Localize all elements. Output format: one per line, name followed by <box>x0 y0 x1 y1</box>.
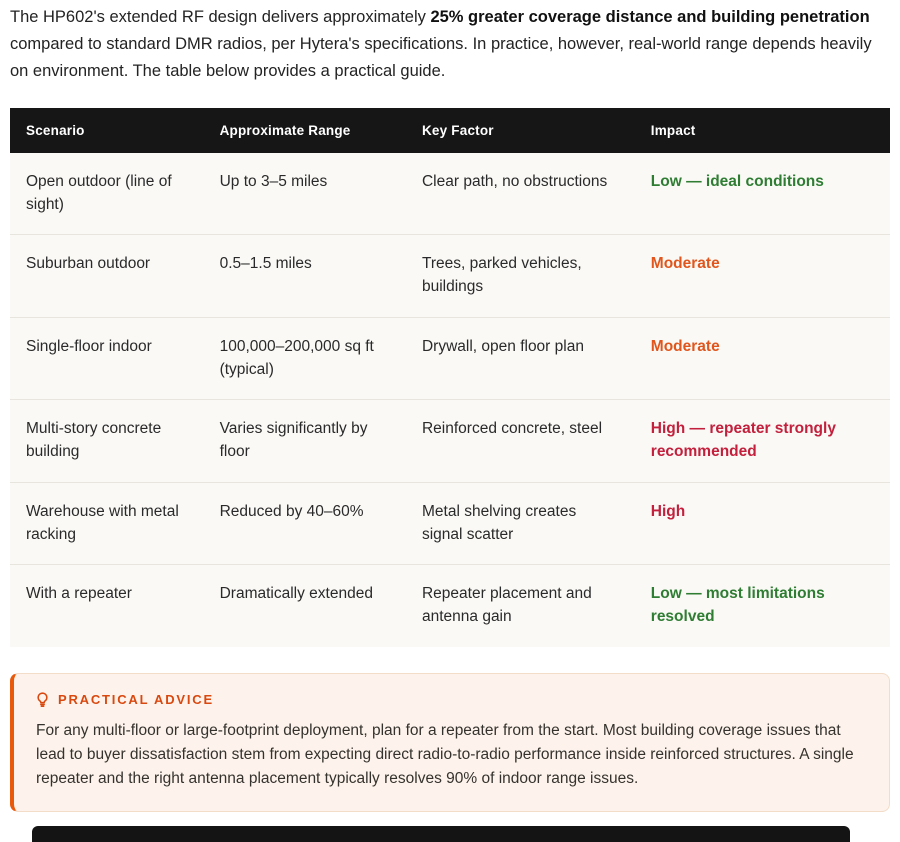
table-row: Open outdoor (line of sight) Up to 3–5 m… <box>10 153 890 235</box>
intro-text-before: The HP602's extended RF design delivers … <box>10 8 431 26</box>
table-header-row: Scenario Approximate Range Key Factor Im… <box>10 107 890 153</box>
cell-impact: High — repeater strongly recommended <box>634 399 890 483</box>
cell-key-factor: Clear path, no obstructions <box>421 172 608 190</box>
cell-range: Up to 3–5 miles <box>219 172 328 190</box>
table-row: Suburban outdoor 0.5–1.5 miles Trees, pa… <box>10 234 890 318</box>
intro-text-after: compared to standard DMR radios, per Hyt… <box>10 35 872 81</box>
cell-key-factor: Trees, parked vehicles, buildings <box>405 234 635 318</box>
table-row: With a repeater Dramatically extended Re… <box>10 564 890 647</box>
cell-scenario: Warehouse with metal racking <box>10 481 204 565</box>
column-header-impact: Impact <box>634 107 890 153</box>
intro-bold-claim: 25% greater coverage distance and buildi… <box>430 8 870 26</box>
cell-range: 100,000–200,000 sq ft (typical) <box>203 316 406 400</box>
cell-key-factor: Repeater placement and antenna gain <box>405 564 635 647</box>
practical-advice-callout: PRACTICAL ADVICE For any multi-floor or … <box>10 672 890 812</box>
cell-impact: Low — most limitations resolved <box>634 564 890 647</box>
cell-key-factor: Drywall, open floor plan <box>405 316 635 400</box>
intro-paragraph: The HP602's extended RF design delivers … <box>10 4 878 86</box>
cell-impact: High <box>634 481 890 565</box>
table-row: Multi-story concrete building Varies sig… <box>10 399 890 483</box>
lightbulb-icon <box>36 692 49 707</box>
callout-body-text: For any multi-floor or large-footprint d… <box>36 721 854 787</box>
callout-title: PRACTICAL ADVICE <box>36 692 867 707</box>
cell-scenario: Open outdoor (line of sight) <box>26 172 172 213</box>
cell-scenario: Suburban outdoor <box>10 234 204 318</box>
cell-range: Varies significantly by floor <box>203 399 406 483</box>
table-row: Single-floor indoor 100,000–200,000 sq f… <box>10 316 890 400</box>
cell-range: Dramatically extended <box>203 564 406 647</box>
column-header-key-factor: Key Factor <box>405 107 635 153</box>
callout-title-text: PRACTICAL ADVICE <box>58 691 214 707</box>
cell-scenario: Multi-story concrete building <box>10 399 204 483</box>
cell-range: 0.5–1.5 miles <box>203 234 406 318</box>
cell-impact: Low — ideal conditions <box>650 172 824 190</box>
cell-scenario: With a repeater <box>10 564 204 647</box>
cell-impact: Moderate <box>634 234 890 318</box>
next-section-peek <box>32 825 850 842</box>
cell-impact: Moderate <box>634 316 890 400</box>
column-header-scenario: Scenario <box>10 107 204 153</box>
column-header-approximate-range: Approximate Range <box>203 107 406 153</box>
cell-range: Reduced by 40–60% <box>203 481 406 565</box>
table-row: Warehouse with metal racking Reduced by … <box>10 481 890 565</box>
coverage-range-table: Scenario Approximate Range Key Factor Im… <box>10 107 890 647</box>
cell-key-factor: Reinforced concrete, steel <box>405 399 635 483</box>
cell-key-factor: Metal shelving creates signal scatter <box>405 481 635 565</box>
cell-scenario: Single-floor indoor <box>10 316 204 400</box>
